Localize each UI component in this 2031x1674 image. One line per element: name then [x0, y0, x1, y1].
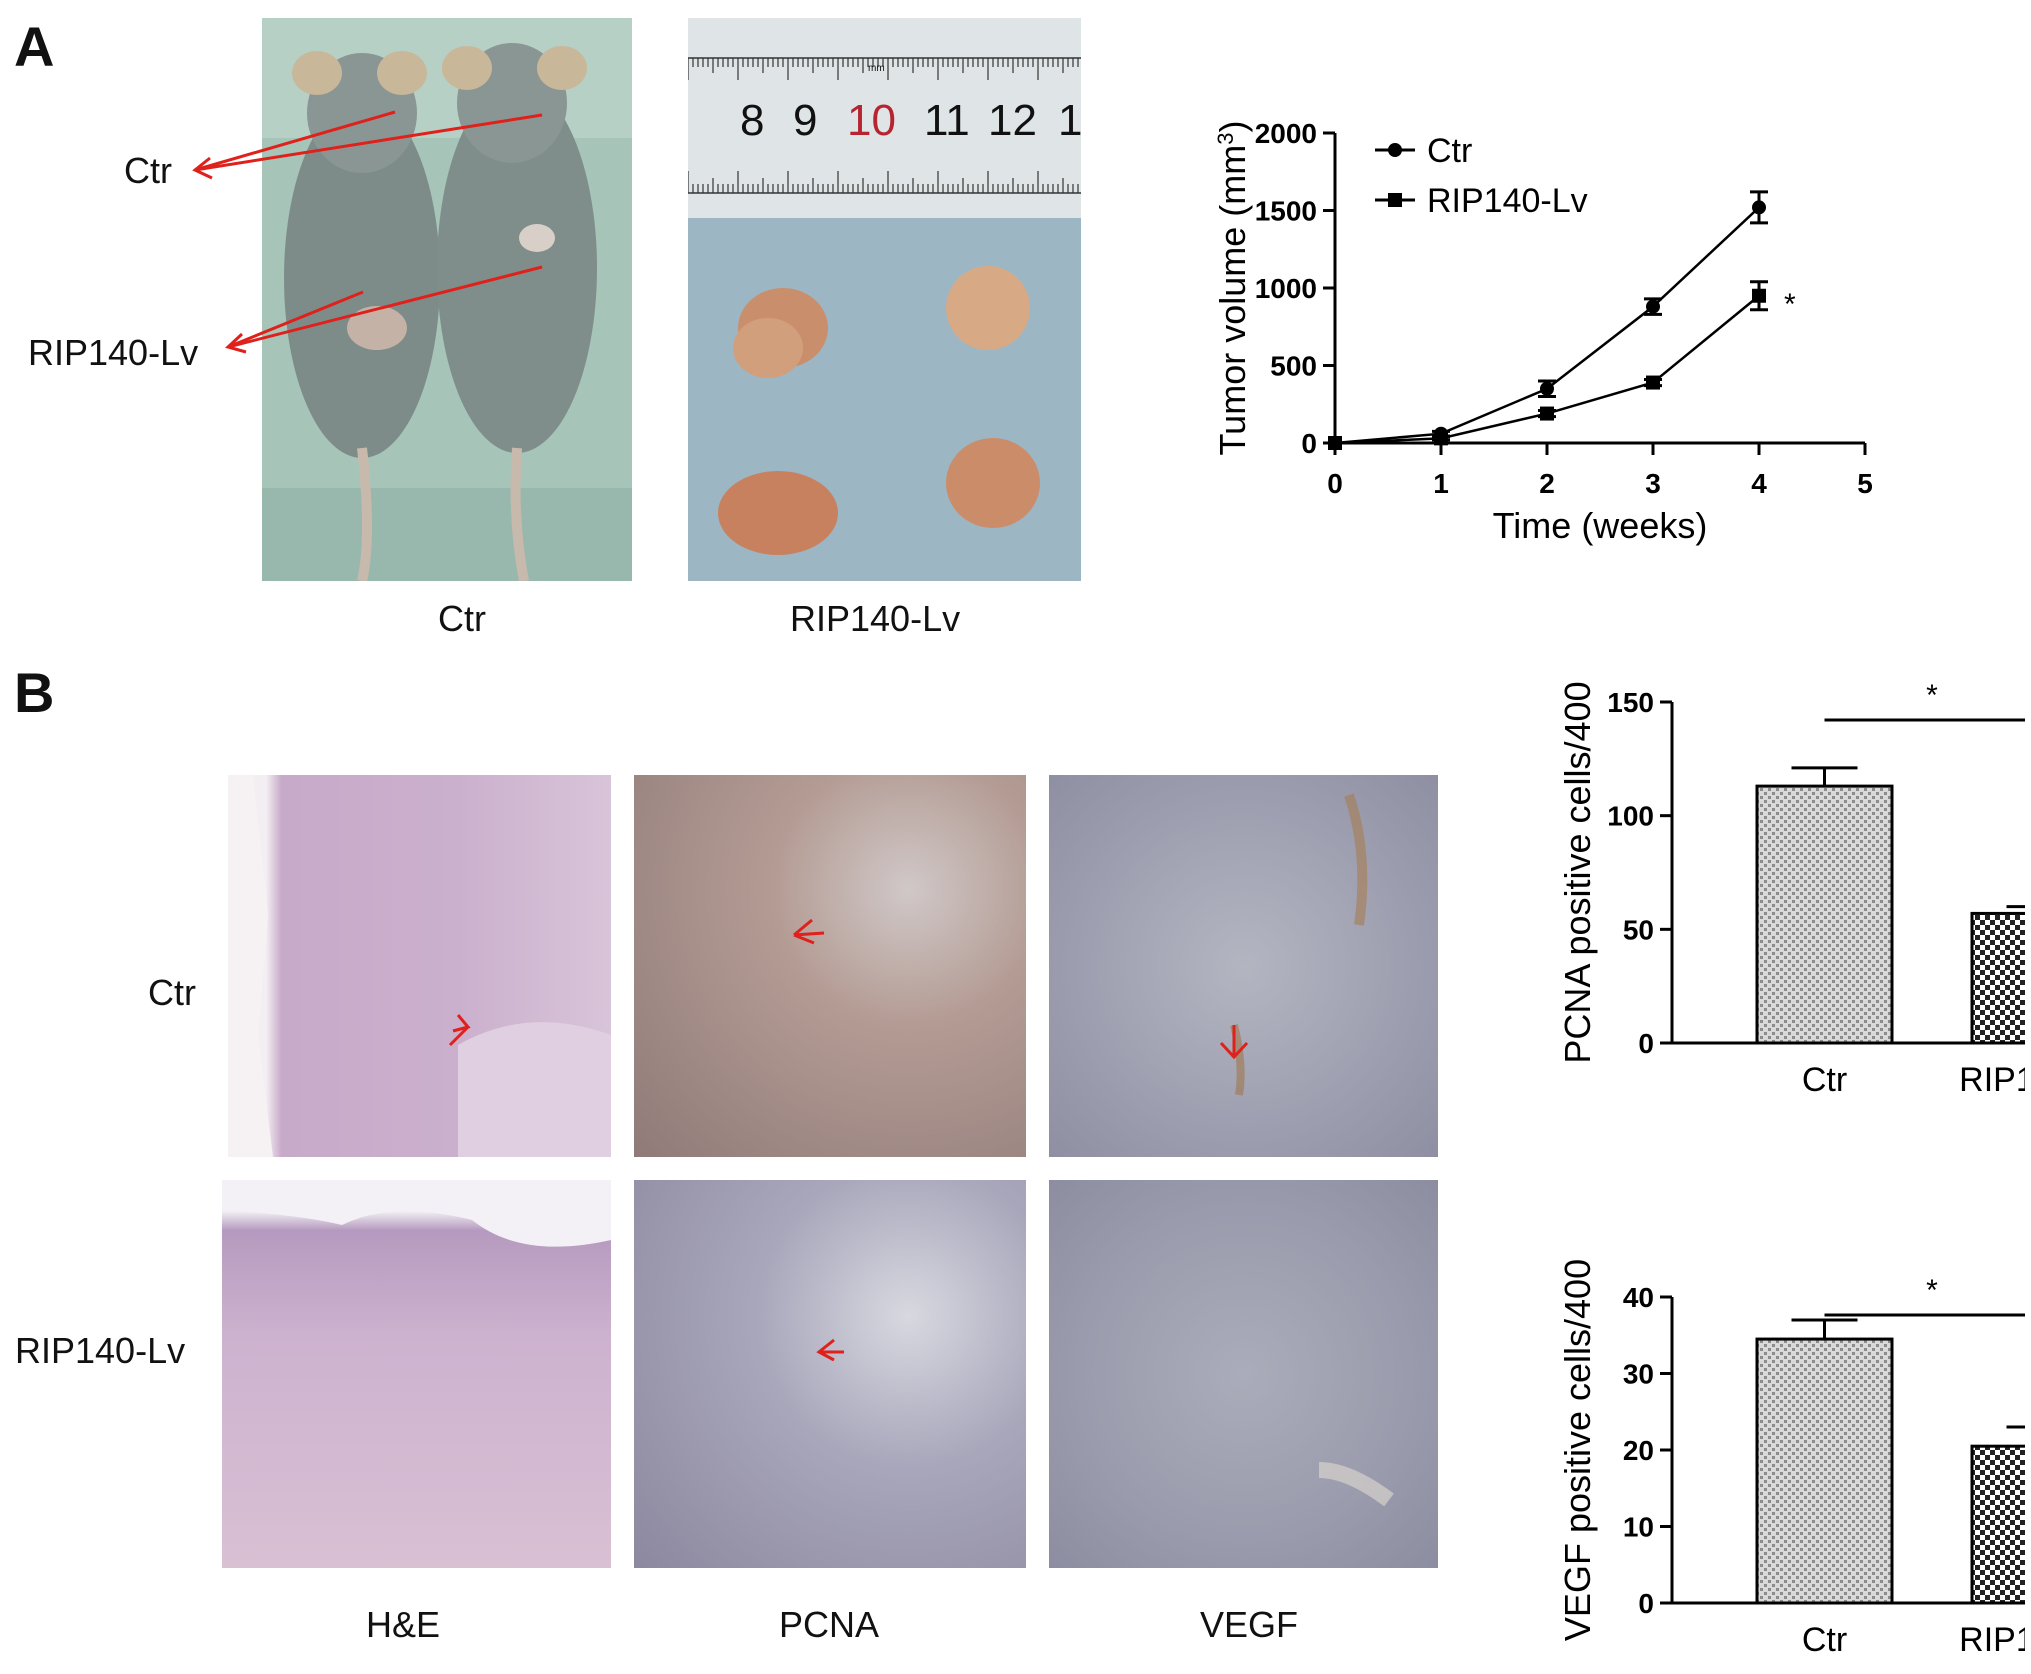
he-rip140-micrograph: [222, 1180, 611, 1568]
y-tick-label: 40: [1623, 1282, 1654, 1313]
y-tick-label: 2000: [1255, 118, 1317, 149]
ruler-number: 12: [988, 96, 1037, 145]
mouse-label-rip140: RIP140-Lv: [28, 332, 199, 373]
significance-marker: *: [1926, 680, 1938, 712]
ruler-unit: mm: [868, 63, 885, 74]
vegf-ctr-micrograph: [1049, 775, 1438, 1157]
y-tick-label: 50: [1623, 914, 1654, 945]
ruler-number: 11: [924, 96, 970, 145]
x-tick-label: 0: [1327, 468, 1343, 499]
legend-label: Ctr: [1427, 132, 1472, 170]
significance-marker: *: [1784, 288, 1796, 321]
x-tick-label: 1: [1433, 468, 1449, 499]
data-point: [1540, 406, 1554, 421]
tumor-photo: [688, 18, 1081, 581]
y-axis-label: Tumor volume (mm3): [1212, 121, 1253, 456]
panel-a-letter: A: [14, 15, 55, 78]
vegf-rip140-micrograph: [1049, 1180, 1438, 1568]
y-tick-label: 1000: [1255, 273, 1317, 304]
mice-photo: [262, 18, 632, 581]
row-label-rip140: RIP140-Lv: [15, 1330, 186, 1371]
category-label: Ctr: [1802, 1061, 1847, 1099]
legend-marker: [1388, 193, 1402, 207]
y-tick-label: 30: [1623, 1359, 1654, 1390]
column-label-he: H&E: [366, 1604, 441, 1645]
category-label: RIP140-Lv: [1959, 1621, 2025, 1659]
ruler-number: 10: [847, 96, 896, 145]
pcna-bar-chart: 0 50 100 150 Ctr RIP140-Lv * PCNA positive cell…: [1557, 680, 2025, 1099]
data-point: [1434, 431, 1448, 446]
y-tick-label: 20: [1623, 1435, 1654, 1466]
vegf-bar-chart: 0 10 20 30 40 Ctr RIP140-Lv * VEGF positive cell…: [1557, 1259, 2025, 1659]
photo-caption-ctr: Ctr: [438, 598, 486, 639]
y-tick-label: 100: [1607, 801, 1654, 832]
series-line-1: [1334, 294, 1760, 445]
y-axis-label: VEGF positive cells/400: [1557, 1259, 1598, 1641]
category-label: RIP140-Lv: [1959, 1061, 2025, 1099]
x-tick-label: 2: [1539, 468, 1555, 499]
tumor-volume-chart: 0 1 2 3 4 5 0 500 1000 1500 2000 Time (weeks) Tumor …: [1212, 118, 1873, 546]
y-tick-label: 150: [1607, 687, 1654, 718]
data-point: [1646, 375, 1660, 390]
y-axis-label: PCNA positive cells/400: [1557, 681, 1598, 1063]
x-axis-label: Time (weeks): [1493, 505, 1708, 546]
column-label-pcna: PCNA: [779, 1604, 880, 1645]
legend-marker: [1388, 143, 1402, 157]
bar: [1970, 911, 2025, 1045]
data-point: [1540, 381, 1554, 396]
x-tick-label: 3: [1645, 468, 1661, 499]
pcna-rip140-micrograph: [634, 1180, 1026, 1568]
bar: [1755, 1337, 1894, 1605]
pcna-ctr-micrograph: [634, 775, 1026, 1157]
category-label: Ctr: [1802, 1621, 1847, 1659]
ruler: 8 9 10 11 12 1 mm: [688, 18, 1083, 218]
he-ctr-micrograph: [228, 775, 611, 1157]
y-tick-label: 1500: [1255, 196, 1317, 227]
legend-label: RIP140-Lv: [1427, 182, 1588, 220]
y-tick-label: 10: [1623, 1512, 1654, 1543]
ruler-number: 9: [793, 96, 818, 145]
y-tick-label: 0: [1638, 1028, 1654, 1059]
photo-caption-rip140: RIP140-Lv: [790, 598, 961, 639]
mouse-label-ctr: Ctr: [124, 150, 172, 191]
x-tick-label: 4: [1751, 468, 1767, 499]
data-point: [1328, 436, 1342, 450]
pointer-lines: [192, 110, 543, 354]
data-point: [1752, 288, 1766, 303]
y-tick-label: 500: [1270, 351, 1317, 382]
panel-b-letter: B: [14, 661, 55, 724]
data-point: [1646, 299, 1660, 314]
ruler-number: 1: [1058, 96, 1083, 145]
column-label-vegf: VEGF: [1200, 1604, 1299, 1645]
y-tick-label: 0: [1301, 428, 1317, 459]
ruler-number: 8: [740, 96, 765, 145]
row-label-ctr: Ctr: [148, 972, 196, 1013]
x-tick-label: 5: [1857, 468, 1873, 499]
bar: [1970, 1444, 2025, 1605]
data-point: [1752, 200, 1766, 215]
y-tick-label: 0: [1638, 1588, 1654, 1619]
significance-marker: *: [1926, 1274, 1938, 1307]
bar: [1755, 784, 1894, 1045]
